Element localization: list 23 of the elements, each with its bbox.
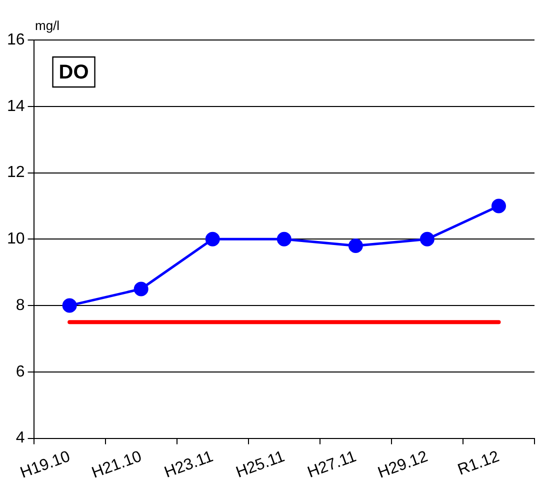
point xyxy=(205,232,220,246)
point xyxy=(491,198,506,214)
point xyxy=(134,282,148,296)
x-tick-label: H23.11 xyxy=(162,448,216,482)
annotation: DO xyxy=(58,62,89,84)
x-tick-label: H29.12 xyxy=(376,448,430,482)
point xyxy=(62,298,77,313)
point xyxy=(348,238,363,254)
y-tick-label: 14 xyxy=(7,98,25,115)
x-tick-label: H25.11 xyxy=(234,448,288,482)
x-tick-label: R1.12 xyxy=(456,448,502,479)
y-tick-label: 16 xyxy=(7,31,25,48)
x-tick-label: H21.10 xyxy=(90,448,144,482)
x-tick-label: H19.10 xyxy=(18,448,73,482)
y-tick-label: 6 xyxy=(16,363,25,380)
y-axis-title: mg/l xyxy=(35,18,60,34)
y-tick-label: 4 xyxy=(16,430,25,447)
point xyxy=(420,232,434,246)
point xyxy=(276,232,292,246)
y-tick-label: 12 xyxy=(7,164,25,182)
x-tick-label: H27.11 xyxy=(305,448,359,482)
y-tick-label: 8 xyxy=(16,296,25,314)
y-tick-label: 10 xyxy=(7,230,25,248)
